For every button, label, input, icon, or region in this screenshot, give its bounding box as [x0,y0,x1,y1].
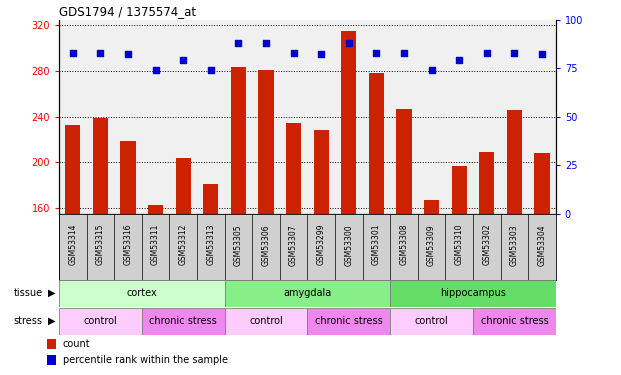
Bar [59,280,225,307]
Bar [120,141,135,214]
Text: GSM53303: GSM53303 [510,224,519,266]
Text: ▶: ▶ [48,288,56,298]
Point [151,67,161,73]
Bar [59,308,142,334]
Text: GSM53312: GSM53312 [179,224,188,266]
Text: chronic stress: chronic stress [149,316,217,326]
Text: GSM53308: GSM53308 [399,224,409,266]
Bar [451,166,467,214]
Text: stress: stress [14,316,42,326]
Bar [479,152,494,214]
Point [233,40,243,46]
Text: ▶: ▶ [48,316,56,326]
Text: tissue: tissue [13,288,42,298]
Point [123,51,133,57]
Point [427,67,437,73]
Text: GSM53309: GSM53309 [427,224,436,266]
Point [261,40,271,46]
Point [68,50,78,55]
Text: chronic stress: chronic stress [315,316,383,326]
Bar [142,308,225,334]
Point [344,40,354,46]
Bar [47,356,56,365]
Text: control: control [415,316,448,326]
Point [96,50,106,55]
Bar [390,308,473,334]
Text: count: count [63,339,91,349]
Bar [203,184,219,214]
Bar [369,73,384,214]
Bar [396,109,412,214]
Text: control: control [83,316,117,326]
Point [537,51,547,57]
Bar [148,205,163,214]
Text: GSM53306: GSM53306 [261,224,271,266]
Text: GSM53305: GSM53305 [234,224,243,266]
Bar [65,124,80,214]
Bar [424,200,439,214]
Bar [307,308,390,334]
Text: percentile rank within the sample: percentile rank within the sample [63,355,228,365]
Point [454,57,464,63]
Text: GSM53311: GSM53311 [151,224,160,266]
Text: GSM53313: GSM53313 [206,224,215,266]
Text: hippocampus: hippocampus [440,288,506,298]
Text: chronic stress: chronic stress [481,316,548,326]
Text: GSM53304: GSM53304 [538,224,546,266]
Bar [231,68,246,214]
Text: GSM53307: GSM53307 [289,224,298,266]
Text: GSM53302: GSM53302 [483,224,491,266]
Bar [225,280,390,307]
Text: GDS1794 / 1375574_at: GDS1794 / 1375574_at [59,5,196,18]
Bar [176,158,191,214]
Bar [314,130,329,214]
Bar [258,70,274,214]
Text: GSM53315: GSM53315 [96,224,105,266]
Point [289,50,299,55]
Text: amygdala: amygdala [283,288,332,298]
Point [206,67,215,73]
Point [399,50,409,55]
Text: cortex: cortex [127,288,157,298]
Bar [341,31,356,214]
Text: GSM53301: GSM53301 [372,224,381,266]
Bar [473,308,556,334]
Point [316,51,326,57]
Point [178,57,188,63]
Text: GSM53310: GSM53310 [455,224,464,266]
Text: control: control [249,316,283,326]
Bar [225,308,307,334]
Point [371,50,381,55]
Text: GSM53314: GSM53314 [68,224,77,266]
Text: GSM53316: GSM53316 [124,224,132,266]
Bar [47,339,56,349]
Text: GSM53300: GSM53300 [344,224,353,266]
Bar [507,110,522,214]
Point [482,50,492,55]
Bar [390,280,556,307]
Bar [93,118,108,214]
Bar [286,123,301,214]
Bar [535,153,550,214]
Text: GSM53299: GSM53299 [317,224,325,266]
Point [509,50,519,55]
